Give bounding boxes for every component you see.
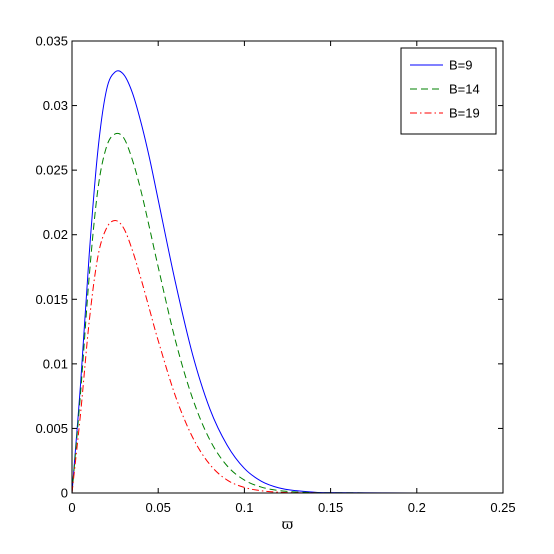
x-tick-label: 0 — [68, 500, 75, 515]
x-tick-label: 0.05 — [146, 500, 171, 515]
legend-label-1: B=9 — [449, 58, 473, 73]
x-axis-label: ϖ — [282, 517, 294, 533]
series-line-2 — [71, 132, 503, 494]
y-tick-label: 0.005 — [35, 421, 68, 436]
legend-label-2: B=14 — [449, 82, 480, 97]
y-tick-label: 0.03 — [43, 98, 68, 113]
legend-box — [400, 47, 497, 135]
legend: B=9 B=14 B=19 — [400, 47, 497, 135]
y-tick-label: 0 — [61, 486, 68, 501]
legend-label-3: B=19 — [449, 106, 480, 121]
y-tick-label: 0.01 — [43, 356, 68, 371]
x-tick-label: 0.25 — [490, 500, 515, 515]
y-tick-label: 0.035 — [35, 34, 68, 49]
y-tick-label: 0.015 — [35, 292, 68, 307]
x-tick-label: 0.15 — [318, 500, 343, 515]
plot-frame — [71, 40, 504, 494]
series-line-1 — [71, 70, 503, 494]
x-tick-label: 0.2 — [408, 500, 426, 515]
x-tick-label: 0.1 — [235, 500, 253, 515]
y-tick-label: 0.02 — [43, 227, 68, 242]
y-tick-label: 0.025 — [35, 163, 68, 178]
series-line-3 — [71, 220, 503, 494]
